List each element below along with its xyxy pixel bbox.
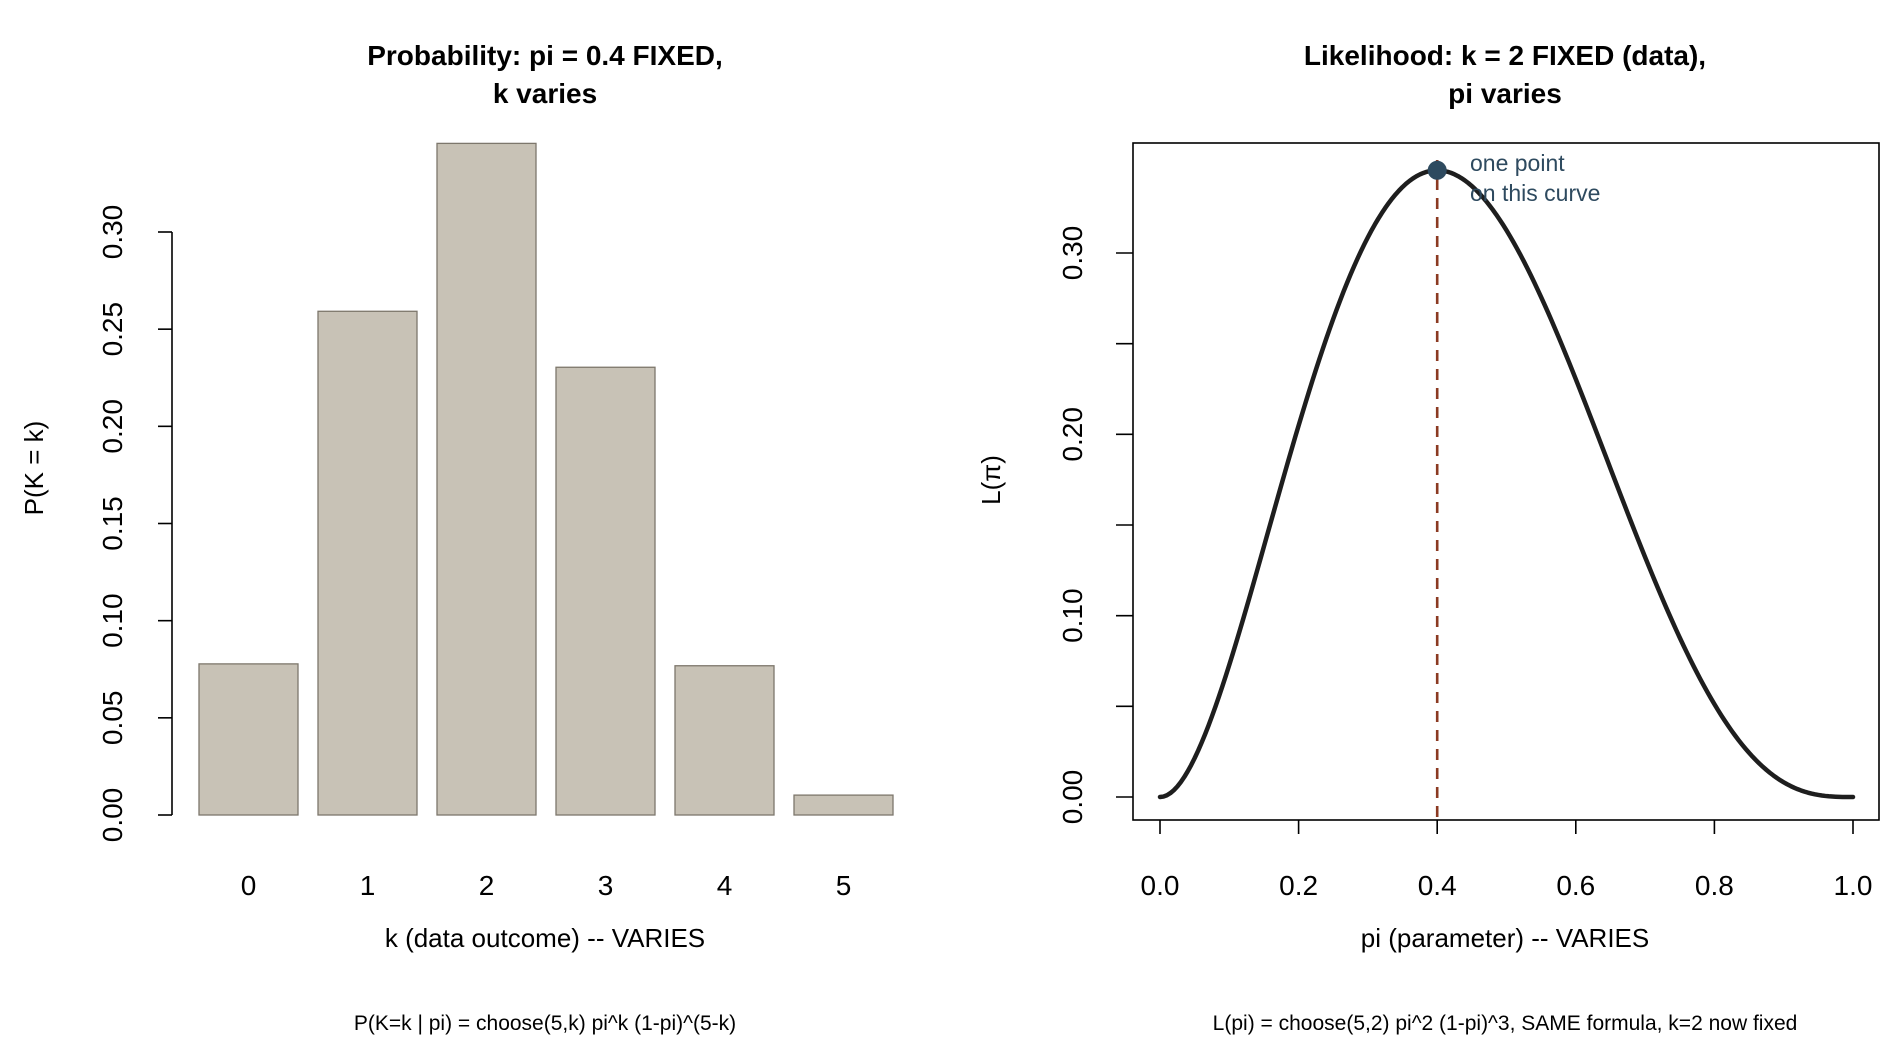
probability-bar [674,665,775,816]
probability-y-tick-label: 0.30 [97,205,128,260]
likelihood-x-tick-label: 1.0 [1834,870,1873,901]
probability-y-tick-label: 0.00 [97,788,128,843]
likelihood-y-axis-label: L(π) [976,455,1006,505]
probability-bar [436,142,537,816]
probability-title-line-2: k varies [493,78,597,109]
likelihood-plot-frame [1132,142,1880,821]
likelihood-annotation: one point on this curve [1470,150,1600,206]
probability-formula-footnote: P(K=k | pi) = choose(5,k) pi^k (1-pi)^(5… [354,1012,736,1035]
probability-bar [793,794,894,816]
probability-y-axis: 0.00 0.05 0.10 0.15 0.20 0.25 0.30 [97,205,173,843]
probability-x-axis-label: k (data outcome) -- VARIES [385,923,705,953]
probability-x-tick-labels: 0 1 2 3 4 5 [241,870,852,901]
probability-panel: Probability: pi = 0.4 FIXED, k varies 0.… [19,40,894,1035]
likelihood-x-tick-label: 0.8 [1695,870,1734,901]
likelihood-curve [1157,168,1856,800]
probability-y-tick-label: 0.10 [97,593,128,648]
probability-x-tick-label: 3 [598,870,614,901]
likelihood-title-line-2: pi varies [1448,78,1562,109]
likelihood-y-tick-label: 0.00 [1057,770,1088,825]
probability-bar [317,310,418,816]
likelihood-title-line-1: Likelihood: k = 2 FIXED (data), [1304,40,1706,71]
probability-y-tick-label: 0.20 [97,399,128,454]
probability-bars [198,142,894,816]
likelihood-annotation-line: one point [1470,150,1565,176]
probability-bar [555,366,656,816]
likelihood-x-tick-label: 0.2 [1279,870,1318,901]
likelihood-x-axis-label: pi (parameter) -- VARIES [1361,923,1649,953]
probability-x-tick-label: 4 [717,870,733,901]
probability-x-tick-label: 2 [479,870,495,901]
probability-title-line-1: Probability: pi = 0.4 FIXED, [367,40,723,71]
probability-x-tick-label: 0 [241,870,257,901]
likelihood-y-tick-label: 0.10 [1057,588,1088,643]
likelihood-point-marker [1427,160,1447,180]
probability-bar [198,663,299,816]
probability-y-tick-label: 0.15 [97,496,128,551]
likelihood-formula-footnote: L(pi) = choose(5,2) pi^2 (1-pi)^3, SAME … [1213,1012,1798,1035]
probability-x-tick-label: 5 [836,870,852,901]
likelihood-marker [1427,160,1447,180]
probability-x-tick-label: 1 [360,870,376,901]
probability-y-tick-label: 0.05 [97,691,128,746]
likelihood-panel: Likelihood: k = 2 FIXED (data), pi varie… [976,40,1880,1035]
likelihood-axes: 0.0 0.2 0.4 0.6 0.8 1.0 0.00 0.10 0.20 0.30 [1057,226,1872,901]
likelihood-x-tick-label: 0.0 [1141,870,1180,901]
likelihood-x-tick-label: 0.6 [1556,870,1595,901]
likelihood-y-tick-label: 0.30 [1057,226,1088,281]
probability-y-axis-label: P(K = k) [19,421,49,516]
likelihood-annotation-line: on this curve [1470,180,1600,206]
probability-y-tick-label: 0.25 [97,302,128,357]
likelihood-x-tick-label: 0.4 [1418,870,1457,901]
likelihood-y-tick-label: 0.20 [1057,407,1088,462]
